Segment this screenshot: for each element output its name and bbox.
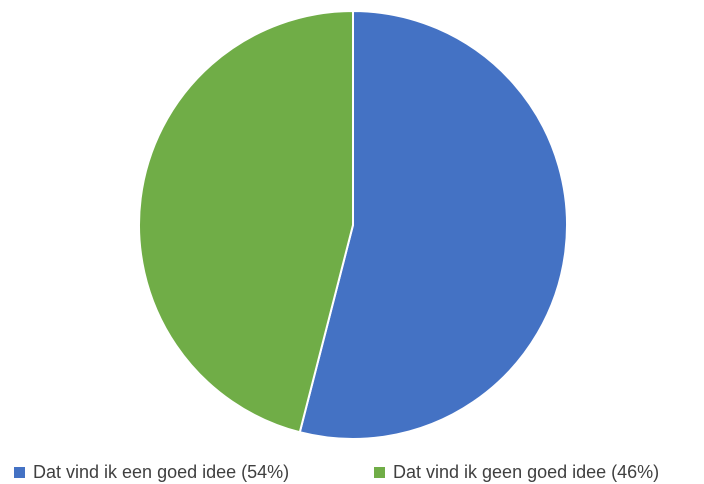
legend-item-geen-goed-idee: Dat vind ik geen goed idee (46%): [374, 462, 659, 482]
pie-slice-2: [138, 9, 354, 434]
chart-legend: Dat vind ik een goed idee (54%) Dat vind…: [0, 456, 704, 484]
legend-swatch-goed-idee: [14, 466, 25, 478]
legend-label-goed-idee: Dat vind ik een goed idee (54%): [33, 462, 290, 482]
pie-plot-area: [138, 9, 568, 440]
legend-item-goed-idee: Dat vind ik een goed idee (54%): [14, 462, 289, 482]
pie-slice-1: [298, 9, 568, 440]
legend-swatch-geen-goed-idee: [374, 466, 385, 478]
legend-label-geen-goed-idee: Dat vind ik geen goed idee (46%): [393, 462, 660, 482]
